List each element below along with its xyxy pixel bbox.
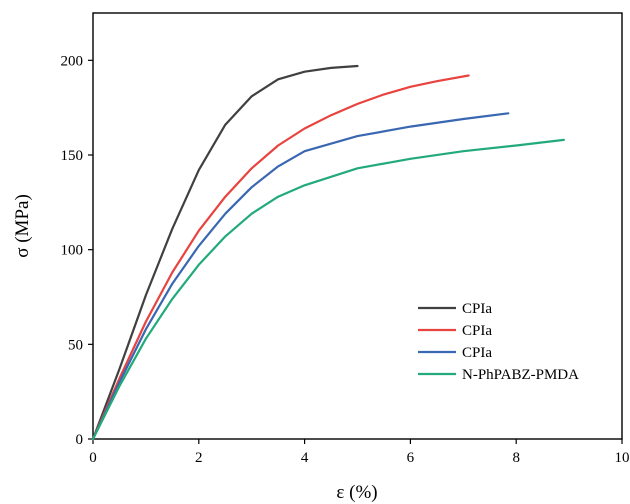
legend-label: N-PhPABZ-PMDA (462, 367, 579, 383)
x-tick-label: 8 (512, 450, 520, 466)
series-line-3 (91, 112, 510, 441)
series-line-1 (91, 64, 359, 441)
y-tick-label: 150 (61, 148, 84, 164)
y-tick-label: 50 (68, 337, 83, 353)
y-axis-title: σ (MPa) (12, 194, 33, 258)
x-tick-label: 0 (89, 450, 97, 466)
x-tick-label: 6 (407, 450, 415, 466)
x-axis-ticks: 0 2 4 6 8 10 (89, 439, 630, 466)
x-tick-label: 10 (615, 450, 630, 466)
plot-frame (92, 12, 623, 440)
x-tick-label: 4 (301, 450, 309, 466)
x-tick-label: 2 (195, 450, 203, 466)
legend-label: CPIa (462, 323, 492, 339)
plot-area (92, 12, 623, 440)
legend: CPIa CPIa CPIa N-PhPABZ-PMDA (418, 301, 579, 383)
series-lines (91, 64, 565, 441)
series-line-2 (91, 74, 470, 441)
x-axis-title: ε (%) (336, 482, 377, 503)
y-tick-label: 200 (61, 53, 84, 69)
y-tick-label: 0 (76, 432, 84, 448)
y-axis-ticks: 0 50 100 150 200 (61, 53, 93, 448)
y-tick-label: 100 (61, 243, 84, 259)
legend-label: CPIa (462, 301, 492, 317)
legend-label: CPIa (462, 345, 492, 361)
series-line-4 (91, 138, 565, 441)
